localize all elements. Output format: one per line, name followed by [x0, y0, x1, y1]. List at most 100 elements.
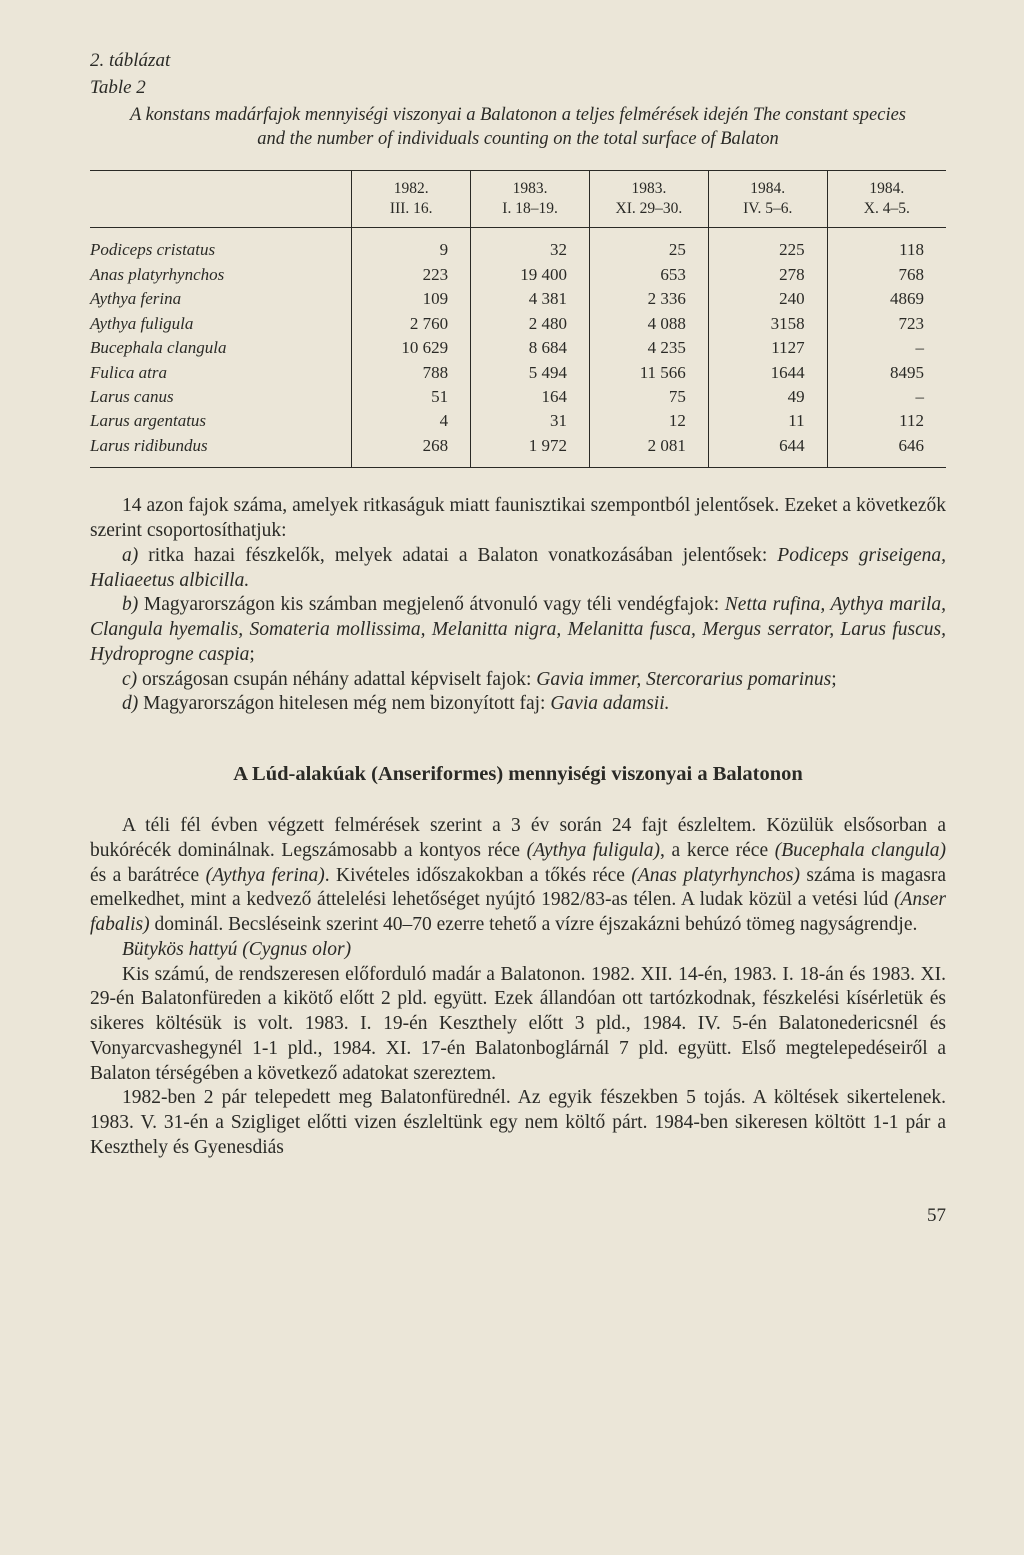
subheading-cygnus: Bütykös hattyú (Cygnus olor) [90, 938, 946, 963]
table-cell: 2 480 [471, 312, 590, 336]
item-b-post: ; [249, 644, 254, 665]
species-name: Podiceps cristatus [90, 238, 352, 262]
table-row: Podiceps cristatus93225225118 [90, 238, 946, 262]
item-b-label: b) [122, 594, 144, 615]
species-name: Fulica atra [90, 361, 352, 385]
para-winter: A téli fél évben végzett felmérések szer… [90, 814, 946, 938]
table-cell: – [827, 385, 946, 409]
table-cell: 240 [708, 287, 827, 311]
table-row: Fulica atra7885 49411 56616448495 [90, 361, 946, 385]
table-title: A konstans madárfajok mennyiségi viszony… [124, 104, 912, 151]
table-cell: 788 [352, 361, 471, 385]
table-cell: 1127 [708, 336, 827, 360]
species-table: 1982.III. 16.1983.I. 18–19.1983.XI. 29–3… [90, 171, 946, 469]
table-cell: 4 [352, 409, 471, 433]
table-row: Larus canus511647549– [90, 385, 946, 409]
table-cell: 2 336 [589, 287, 708, 311]
item-c-text: országosan csupán néhány adattal képvise… [142, 669, 536, 690]
item-c-label: c) [122, 669, 142, 690]
table-cell: 646 [827, 434, 946, 458]
table-col-1: 1982.III. 16. [352, 171, 471, 228]
species-name: Aythya fuligula [90, 312, 352, 336]
table-cell: 4 235 [589, 336, 708, 360]
table-row: Larus argentatus4311211112 [90, 409, 946, 433]
table-cell: 644 [708, 434, 827, 458]
table-cell: 10 629 [352, 336, 471, 360]
table-cell: 112 [827, 409, 946, 433]
species-name: Bucephala clangula [90, 336, 352, 360]
para-d: d) Magyarországon hitelesen még nem bizo… [90, 692, 946, 717]
table-cell: 3158 [708, 312, 827, 336]
table-cell: 723 [827, 312, 946, 336]
table-col-3: 1983.XI. 29–30. [589, 171, 708, 228]
item-c-latin: Gavia immer, Stercorarius pomarinus [536, 669, 831, 690]
t-em4: (Anas platyrhynchos) [631, 865, 800, 886]
table-cell: 32 [471, 238, 590, 262]
table-cell: 4 381 [471, 287, 590, 311]
table-cell: 8495 [827, 361, 946, 385]
table-cell: 75 [589, 385, 708, 409]
page-number: 57 [90, 1203, 946, 1228]
table-col-5: 1984.X. 4–5. [827, 171, 946, 228]
table-cell: 653 [589, 263, 708, 287]
cygnus-em: Bütykös hattyú (Cygnus olor) [122, 939, 351, 960]
para-b: b) Magyarországon kis számban megjelenő … [90, 593, 946, 667]
t4: . Kivételes időszakokban a tőkés réce [325, 865, 632, 886]
table-cell: 12 [589, 409, 708, 433]
table-body: Podiceps cristatus93225225118Anas platyr… [90, 228, 946, 468]
species-name: Aythya ferina [90, 287, 352, 311]
table-row: Aythya fuligula2 7602 4804 0883158723 [90, 312, 946, 336]
table-cell: 49 [708, 385, 827, 409]
para-14: 14 azon fajok száma, amelyek ritkaságuk … [90, 494, 946, 544]
table-cell: 25 [589, 238, 708, 262]
table-cell: 19 400 [471, 263, 590, 287]
table-cell: 223 [352, 263, 471, 287]
table-col-0 [90, 171, 352, 228]
table-cell: 51 [352, 385, 471, 409]
table-cell: 2 081 [589, 434, 708, 458]
table-cell: 11 [708, 409, 827, 433]
table-label-hu: 2. táblázat [90, 48, 946, 73]
table-label-en: Table 2 [90, 75, 946, 100]
table-cell: 225 [708, 238, 827, 262]
species-name: Anas platyrhynchos [90, 263, 352, 287]
item-d-text: Magyarországon hitelesen még nem bizonyí… [143, 693, 550, 714]
item-d-label: d) [122, 693, 143, 714]
table-cell: 8 684 [471, 336, 590, 360]
table-row: Larus ridibundus2681 9722 081644646 [90, 434, 946, 458]
table-cell: 268 [352, 434, 471, 458]
table-cell: 768 [827, 263, 946, 287]
species-name: Larus argentatus [90, 409, 352, 433]
table-cell: 5 494 [471, 361, 590, 385]
item-c-post: ; [831, 669, 836, 690]
table-cell: 4 088 [589, 312, 708, 336]
para-c: c) országosan csupán néhány adattal képv… [90, 668, 946, 693]
table-header: 1982.III. 16.1983.I. 18–19.1983.XI. 29–3… [90, 171, 946, 228]
item-b-text: Magyarországon kis számban megjelenő átv… [144, 594, 725, 615]
para-cygnus-1: Kis számú, de rendszeresen előforduló ma… [90, 963, 946, 1087]
table-cell: 278 [708, 263, 827, 287]
table-col-2: 1983.I. 18–19. [471, 171, 590, 228]
table-rule-bottom [90, 467, 946, 468]
table-cell: 1644 [708, 361, 827, 385]
item-a-text: ritka hazai fészkelők, melyek adatai a B… [148, 545, 777, 566]
para-a: a) ritka hazai fészkelők, melyek adatai … [90, 544, 946, 594]
table-cell: 1 972 [471, 434, 590, 458]
table-cell: 109 [352, 287, 471, 311]
table-cell: 31 [471, 409, 590, 433]
t-em3: (Aythya ferina) [206, 865, 325, 886]
t-em1: (Aythya fuligula) [527, 840, 660, 861]
section-heading: A Lúd-alakúak (Anseriformes) mennyiségi … [90, 761, 946, 788]
table-col-4: 1984.IV. 5–6. [708, 171, 827, 228]
item-d-latin: Gavia adamsii. [550, 693, 669, 714]
table-cell: 11 566 [589, 361, 708, 385]
t6: dominál. Becsléseink szerint 40–70 ezerr… [150, 914, 918, 935]
table-cell: 9 [352, 238, 471, 262]
table-cell: 2 760 [352, 312, 471, 336]
t-em2: (Bucephala clangula) [775, 840, 946, 861]
table-row: Anas platyrhynchos22319 400653278768 [90, 263, 946, 287]
table-cell: 4869 [827, 287, 946, 311]
item-a-label: a) [122, 545, 148, 566]
table-row: Bucephala clangula10 6298 6844 2351127– [90, 336, 946, 360]
table-cell: 118 [827, 238, 946, 262]
